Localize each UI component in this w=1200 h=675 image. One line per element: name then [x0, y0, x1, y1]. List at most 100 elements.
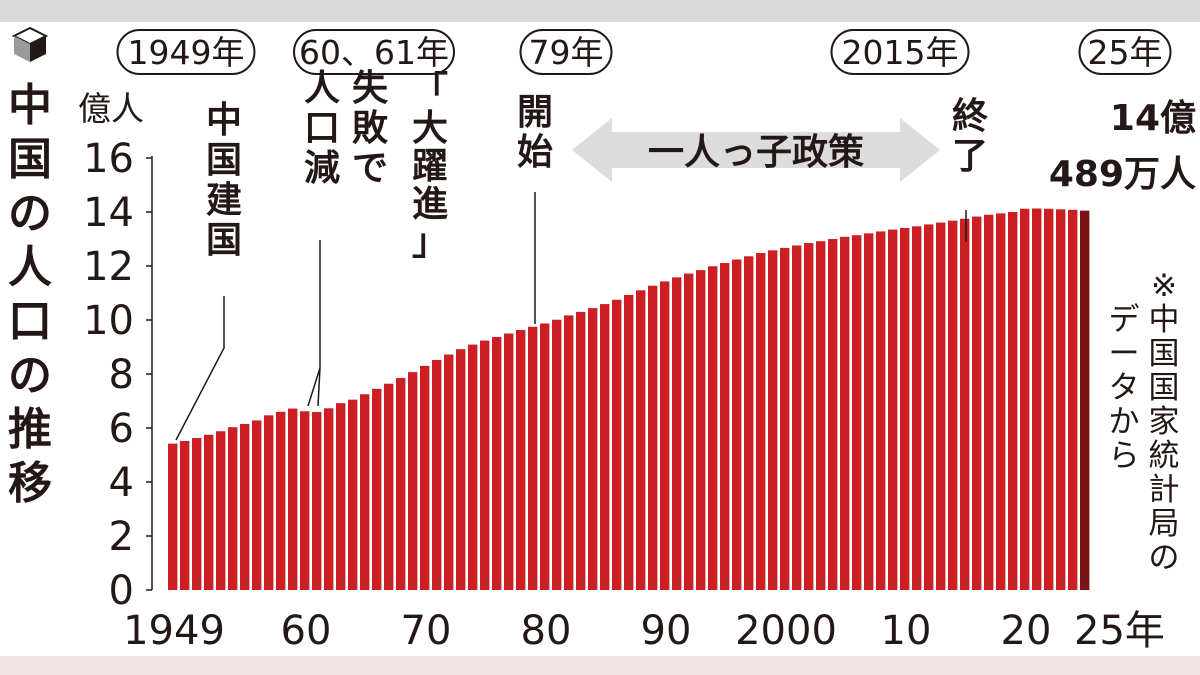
- era-label: 60、61年: [299, 33, 449, 72]
- era-label: 79年: [529, 33, 604, 72]
- bar-1962: [324, 408, 334, 590]
- policy-arrow-shape: [572, 118, 940, 182]
- bar-2025: [1080, 210, 1090, 590]
- bar-1952: [204, 434, 214, 590]
- bar-1957: [264, 415, 274, 590]
- x-tick-label: 25年: [1074, 608, 1165, 654]
- y-tick-label: 0: [109, 568, 134, 614]
- bar-2013: [936, 222, 946, 590]
- annotation-great-leap: 躍: [412, 146, 448, 187]
- bar-1981: [552, 319, 562, 590]
- title-char: 人: [8, 242, 52, 293]
- bar-1975: [480, 340, 490, 590]
- bar-1993: [696, 270, 706, 590]
- x-tick-label: 10: [881, 608, 932, 654]
- bar-2022: [1044, 208, 1054, 590]
- era-pill: [293, 29, 455, 75]
- value-label-line: 14億: [1110, 98, 1196, 139]
- bar-1966: [372, 388, 382, 590]
- annotation-start: 始: [517, 132, 553, 173]
- bar-2018: [996, 213, 1006, 590]
- bar-1984: [588, 308, 598, 590]
- bar-2004: [828, 239, 838, 590]
- y-tick-label: 8: [109, 352, 134, 398]
- note-char: デ: [1109, 302, 1140, 338]
- x-tick-label: 70: [401, 608, 452, 654]
- bar-1996: [732, 259, 742, 590]
- annotation-end: 終: [952, 96, 988, 137]
- x-tick-label: 80: [521, 608, 572, 654]
- x-tick-label: 2000: [735, 608, 837, 654]
- bar-2015: [960, 218, 970, 590]
- bar-1978: [516, 329, 526, 590]
- bar-2014: [948, 220, 958, 590]
- era-pill: [1078, 29, 1172, 75]
- x-tick-label: 90: [641, 608, 692, 654]
- note-char: 統: [1149, 438, 1180, 474]
- y-axis-title-text: 億人: [78, 89, 144, 128]
- annotation-founding: 国: [206, 220, 242, 261]
- bar-2000: [780, 247, 790, 590]
- title-char: の: [8, 350, 52, 401]
- era-pill: [116, 29, 256, 75]
- bar-2024: [1068, 209, 1078, 590]
- bar-2019: [1008, 212, 1018, 590]
- annotation-founding: 建: [206, 180, 242, 221]
- bar-2016: [972, 216, 982, 590]
- annotation-failure: 人: [304, 68, 340, 109]
- annotation-great-leap: 」: [412, 222, 448, 263]
- annotation-failure: 敗: [352, 108, 389, 149]
- bar-1977: [504, 333, 514, 590]
- annotation-failure: 減: [304, 148, 340, 189]
- title-char: 口: [8, 296, 52, 347]
- bar-2007: [864, 233, 874, 590]
- bar-1999: [768, 250, 778, 590]
- annotation-start: 開: [517, 92, 553, 133]
- bar-1958: [276, 411, 286, 590]
- annotation-failure: で: [352, 148, 388, 189]
- bar-1980: [540, 323, 550, 590]
- era-labels: 1949年 60、61年 79年 2015年 25年: [116, 29, 1172, 75]
- note-char: ー: [1109, 336, 1140, 372]
- annotation-failure: 失: [352, 68, 389, 109]
- y-tick-label: 2: [109, 514, 134, 560]
- y-tick-label: 14: [83, 190, 134, 236]
- y-tick-label: 10: [83, 298, 134, 344]
- bar-1979: [528, 326, 538, 590]
- title-char: の: [8, 188, 52, 239]
- bar-2005: [840, 236, 850, 590]
- x-tick-label: 20: [1001, 608, 1052, 654]
- bar-1988: [636, 290, 646, 590]
- bar-1983: [576, 311, 586, 590]
- annotation-great-leap: 「: [412, 70, 448, 111]
- note-char: タ: [1109, 370, 1140, 406]
- bar-1968: [396, 378, 406, 590]
- note-char: 計: [1149, 472, 1180, 508]
- annotation-failure-leader: [307, 240, 321, 407]
- bar-1955: [240, 423, 250, 590]
- bar-2009: [888, 229, 898, 591]
- bar-1992: [684, 273, 694, 590]
- value-label: 14億 489万人: [1049, 98, 1196, 195]
- bar-1994: [708, 266, 718, 590]
- annotation-founding-leader: [175, 296, 225, 441]
- note-char: ら: [1109, 438, 1140, 474]
- bar-1967: [384, 383, 394, 590]
- bar-1956: [252, 420, 262, 590]
- bar-1959: [288, 408, 298, 590]
- bar-2008: [876, 231, 886, 590]
- bar-1973: [456, 349, 466, 590]
- era-label: 1949年: [128, 33, 245, 72]
- bar-2003: [816, 241, 826, 590]
- bar-1970: [420, 365, 430, 590]
- annotation-founding: 中: [206, 100, 242, 141]
- bar-1964: [348, 399, 358, 590]
- cube-icon: [11, 26, 49, 62]
- y-tick-label: 6: [109, 406, 134, 452]
- bar-2010: [900, 227, 910, 590]
- bar-1997: [744, 256, 754, 590]
- bar-1986: [612, 299, 622, 590]
- bar-2021: [1032, 208, 1042, 591]
- title-char: 中: [8, 80, 52, 131]
